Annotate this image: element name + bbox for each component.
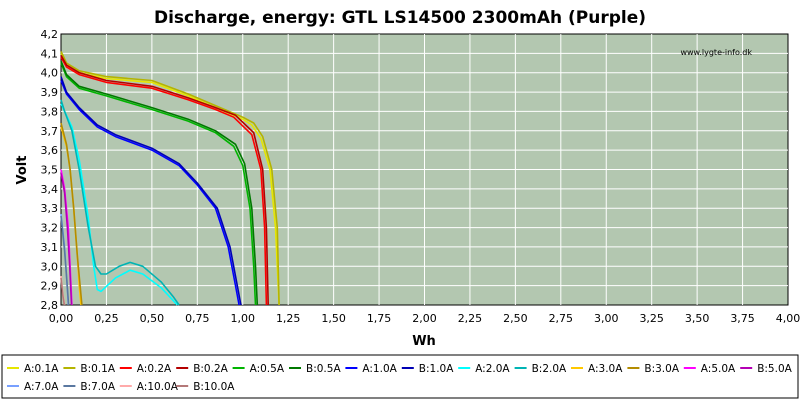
- legend-label: B:0.5A: [306, 363, 341, 375]
- x-tick-label: 3,75: [730, 312, 755, 325]
- y-tick-label: 2,8: [41, 299, 59, 312]
- y-tick-label: 3,4: [41, 183, 59, 196]
- series-line: [60, 54, 269, 306]
- legend-label: A:1.0A: [362, 363, 397, 375]
- legend-item: A:5.0A: [683, 363, 736, 375]
- x-tick-label: 2,00: [412, 312, 437, 325]
- legend-item: A:1.0A: [345, 363, 398, 375]
- legend-box: [1, 354, 799, 399]
- legend-label: B:5.0A: [757, 363, 792, 375]
- series-group: [60, 51, 280, 306]
- x-axis-title: Wh: [412, 334, 436, 349]
- watermark-text: www.lygte-info.dk: [680, 48, 752, 57]
- series-line: [60, 80, 240, 306]
- legend-label: B:7.0A: [80, 381, 115, 393]
- x-tick-label: 1,50: [321, 312, 346, 325]
- legend-label: B:3.0A: [644, 363, 679, 375]
- plot-area: [60, 33, 789, 306]
- x-tick-label: 2,75: [549, 312, 574, 325]
- legend-label: A:0.5A: [250, 363, 285, 375]
- y-tick-label: 4,0: [41, 67, 59, 80]
- legend-item: A:0.5A: [232, 363, 285, 375]
- legend-item: B:0.5A: [289, 363, 341, 375]
- series-line: [60, 60, 259, 306]
- series-line: [60, 173, 73, 306]
- y-tick-label: 4,2: [41, 28, 59, 41]
- legend-label: B:0.1A: [80, 363, 115, 375]
- x-tick-label: 0,75: [185, 312, 210, 325]
- legend-item: B:10.0A: [176, 381, 235, 393]
- legend-label: A:10.0A: [137, 381, 179, 393]
- y-tick-label: 3,5: [41, 164, 59, 177]
- legend-item: B:7.0A: [63, 381, 116, 393]
- y-tick-label: 3,1: [41, 241, 59, 254]
- y-tick-label: 2,9: [41, 280, 59, 293]
- y-tick-label: 3,2: [41, 222, 59, 235]
- legend-label: B:0.2A: [193, 363, 228, 375]
- legend-item: B:0.2A: [176, 363, 229, 375]
- legend-label: B:10.0A: [193, 381, 235, 393]
- chart-title: Discharge, energy: GTL LS14500 2300mAh (…: [154, 8, 646, 28]
- legend-label: A:0.1A: [24, 363, 59, 375]
- y-tick-label: 3,9: [41, 86, 59, 99]
- legend-label: A:7.0A: [24, 381, 59, 393]
- legend-item: A:3.0A: [571, 363, 623, 375]
- series-line: [60, 103, 178, 306]
- y-tick-label: 4,1: [41, 47, 59, 60]
- legend-item: A:7.0A: [7, 381, 59, 393]
- x-tick-label: 4,00: [776, 312, 800, 325]
- legend-item: B:0.1A: [63, 363, 116, 375]
- legend-label: A:0.2A: [137, 363, 172, 375]
- x-tick-label: 0,50: [140, 312, 165, 325]
- series-line: [60, 215, 70, 306]
- x-tick-label: 0,25: [94, 312, 119, 325]
- y-tick-label: 3,3: [41, 202, 59, 215]
- series-line: [60, 277, 66, 306]
- y-tick-label: 3,0: [41, 260, 59, 273]
- legend-label: A:3.0A: [588, 363, 623, 375]
- legend-item: B:3.0A: [627, 363, 680, 375]
- y-tick-label: 3,6: [41, 144, 59, 157]
- legend-item: B:1.0A: [401, 363, 454, 375]
- series-line: [60, 56, 268, 306]
- series-line: [60, 51, 280, 306]
- series-line: [60, 99, 180, 306]
- legend-item: A:0.2A: [119, 363, 172, 375]
- legend-label: B:2.0A: [532, 363, 567, 375]
- legend-item: A:10.0A: [119, 381, 179, 393]
- series-line: [60, 122, 83, 306]
- x-tick-label: 1,00: [231, 312, 256, 325]
- y-tick-label: 3,7: [41, 125, 59, 138]
- x-tick-label: 2,50: [503, 312, 528, 325]
- x-tick-label: 3,00: [594, 312, 619, 325]
- legend-label: B:1.0A: [419, 363, 454, 375]
- series-line: [60, 76, 242, 306]
- legend: A:0.1A B:0.1A A:0.2A B:0.2A A:0.5A B:0.5A A:1.…: [1, 354, 799, 399]
- x-tick-label: 1,75: [367, 312, 392, 325]
- x-tick-label: 3,50: [685, 312, 710, 325]
- x-tick-labels: 0,00 0,25 0,50 0,75 1,00 1,25 1,50 1,75 2,00 2,25…: [49, 312, 800, 325]
- y-axis-title: Volt: [15, 156, 30, 185]
- y-tick-labels: 2,8 2,9 3,0 3,1 3,2 3,3 3,4 3,5 3,6 3,7 3,8 3,9 4,0 4…: [41, 28, 59, 312]
- x-tick-label: 3,25: [639, 312, 664, 325]
- legend-label: A:2.0A: [475, 363, 510, 375]
- legend-item: B:5.0A: [740, 363, 793, 375]
- x-tick-label: 0,00: [49, 312, 74, 325]
- y-tick-label: 3,8: [41, 105, 59, 118]
- legend-item: A:2.0A: [458, 363, 510, 375]
- legend-item: A:0.1A: [7, 363, 59, 375]
- x-tick-label: 1,25: [276, 312, 301, 325]
- x-tick-label: 2,25: [458, 312, 483, 325]
- legend-label: A:5.0A: [701, 363, 736, 375]
- series-line: [60, 62, 257, 306]
- legend-item: B:2.0A: [514, 363, 567, 375]
